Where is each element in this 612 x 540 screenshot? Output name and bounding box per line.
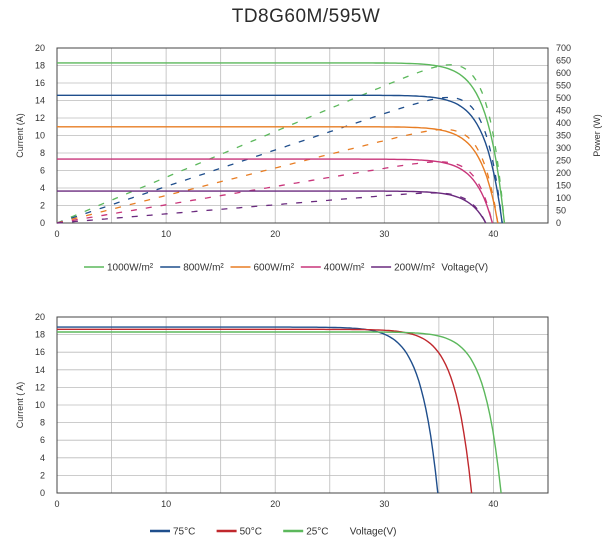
chart-title: TD8G60M/595W xyxy=(231,6,381,27)
x-tick-label: 0 xyxy=(54,499,59,509)
y-tick-label: 14 xyxy=(35,365,45,375)
iv-curve-line xyxy=(56,126,499,224)
x-axis-label: Voltage(V) xyxy=(350,527,397,538)
power-curve-line xyxy=(56,192,487,224)
legend-label: 50°C xyxy=(240,527,262,538)
iv-irradiance-chart: 0 10 20 30 400246810121416182005010015020025… xyxy=(15,43,602,274)
y2-tick-label: 200 xyxy=(556,168,571,178)
iv-curve-line xyxy=(57,158,494,224)
x-tick-label: 40 xyxy=(488,229,498,239)
y-tick-label: 0 xyxy=(40,488,45,498)
y-tick-label: 20 xyxy=(35,312,45,322)
x-tick-label: 10 xyxy=(161,229,171,239)
iv-curve-line xyxy=(57,190,487,224)
iv-temperature-chart: 0 10 20 30 40 0 2 4 6 8 10 12 14 16 18 20 Current ( A) 75… xyxy=(15,312,549,538)
legend-label: 800W/m² xyxy=(183,263,224,274)
y-tick-label: 18 xyxy=(35,330,45,340)
y-tick-label: 4 xyxy=(40,453,45,463)
plot-frame xyxy=(56,316,549,494)
y-tick-label: 8 xyxy=(40,148,45,158)
y2-tick-label: 150 xyxy=(556,181,571,191)
y2-tick-label: 550 xyxy=(556,81,571,91)
x-tick-label: 10 xyxy=(161,499,171,509)
y-tick-label: 8 xyxy=(40,418,45,428)
y-tick-label: 14 xyxy=(35,96,45,106)
legend-label: 1000W/m² xyxy=(107,263,154,274)
y2-tick-label: 400 xyxy=(556,118,571,128)
y2-axis-label: Power (W) xyxy=(592,114,602,157)
x-tick-label: 0 xyxy=(54,229,59,239)
y-tick-label: 10 xyxy=(35,131,45,141)
y-tick-label: 6 xyxy=(40,435,45,445)
y-tick-label: 12 xyxy=(35,113,45,123)
y-tick-label: 2 xyxy=(40,201,45,211)
y-tick-label: 2 xyxy=(40,470,45,480)
y2-tick-label: 50 xyxy=(556,206,566,216)
y-tick-label: 4 xyxy=(40,183,45,193)
y2-tick-label: 650 xyxy=(556,56,571,66)
x-tick-label: 30 xyxy=(379,499,389,509)
y-tick-label: 12 xyxy=(35,382,45,392)
y-tick-label: 6 xyxy=(40,166,45,176)
y-tick-label: 18 xyxy=(35,61,45,71)
y2-tick-label: 500 xyxy=(556,93,571,103)
iv-curve-line xyxy=(57,328,473,494)
y2-tick-label: 700 xyxy=(556,43,571,53)
x-tick-label: 30 xyxy=(379,229,389,239)
y-tick-label: 10 xyxy=(35,400,45,410)
iv-curve-line xyxy=(57,326,439,494)
x-tick-label: 40 xyxy=(488,499,498,509)
power-curve-line xyxy=(56,128,499,224)
y-tick-label: 16 xyxy=(35,347,45,357)
legend-label: 200W/m² xyxy=(394,263,435,274)
iv-curve-line xyxy=(57,94,503,224)
power-curve-line xyxy=(56,64,506,224)
legend-label: 600W/m² xyxy=(254,263,295,274)
y-axis-label: Current ( A) xyxy=(15,382,25,429)
iv-curve-line xyxy=(57,331,502,494)
y-tick-label: 16 xyxy=(35,78,45,88)
y-axis-label: Current (A) xyxy=(15,113,25,158)
iv-curve-line xyxy=(57,62,506,224)
y2-tick-label: 350 xyxy=(556,131,571,141)
y2-tick-label: 250 xyxy=(556,156,571,166)
y2-tick-label: 0 xyxy=(556,218,561,228)
x-tick-label: 20 xyxy=(270,229,280,239)
legend-label: 75°C xyxy=(173,527,195,538)
power-curve-line xyxy=(56,96,503,224)
x-tick-label: 20 xyxy=(270,499,280,509)
legend-label: 25°C xyxy=(306,527,328,538)
y2-tick-label: 100 xyxy=(556,193,571,203)
y-tick-label: 20 xyxy=(35,43,45,53)
y-tick-label: 0 xyxy=(40,218,45,228)
plot-frame xyxy=(56,47,549,224)
legend-label: 400W/m² xyxy=(324,263,365,274)
y2-tick-label: 450 xyxy=(556,106,571,116)
y2-tick-label: 300 xyxy=(556,143,571,153)
x-axis-label: Voltage(V) xyxy=(441,263,488,274)
y2-tick-label: 600 xyxy=(556,68,571,78)
